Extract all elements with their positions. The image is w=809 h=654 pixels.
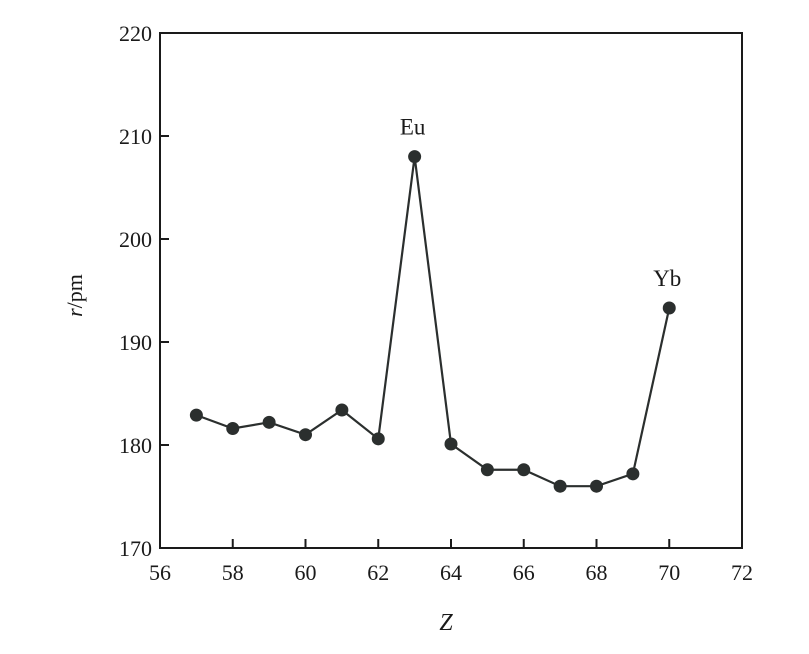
y-axis: 170 180 190 200 210 220	[119, 21, 169, 561]
x-tick-label: 58	[222, 560, 244, 585]
series-group	[189, 150, 676, 493]
y-tick-label: 190	[119, 330, 152, 355]
x-tick-label: 64	[440, 560, 462, 585]
data-point	[335, 403, 349, 417]
data-point	[408, 150, 422, 164]
y-tick-label: 200	[119, 227, 152, 252]
data-point	[590, 479, 603, 493]
x-tick-label: 56	[149, 560, 171, 585]
data-point	[480, 463, 494, 477]
x-tick-label: 66	[513, 560, 535, 585]
x-axis: 56 58 60 62 64 66 68 70 72	[149, 539, 753, 585]
y-tick-label: 210	[119, 124, 152, 149]
data-point	[226, 422, 240, 436]
data-point	[553, 479, 567, 493]
x-tick-label: 70	[658, 560, 680, 585]
y-tick-label: 170	[119, 536, 152, 561]
x-tick-label: 60	[295, 560, 317, 585]
data-point	[299, 428, 312, 442]
x-tick-label: 68	[586, 560, 608, 585]
y-tick-label: 180	[119, 433, 152, 458]
x-axis-label: Z	[439, 610, 453, 636]
data-point	[626, 467, 640, 481]
series-line	[195, 156, 671, 488]
x-tick-label: 62	[367, 560, 389, 585]
y-axis-label: r/pm	[62, 274, 87, 317]
y-axis-label-var: r	[62, 308, 87, 317]
y-axis-label-unit: /pm	[62, 274, 87, 308]
annotation-label: Eu	[400, 115, 426, 140]
x-tick-label: 72	[731, 560, 753, 585]
data-point	[371, 432, 385, 446]
data-point	[262, 415, 276, 429]
data-point	[517, 463, 531, 477]
data-point	[662, 301, 676, 315]
annotation-group: Eu Yb	[400, 115, 681, 291]
data-point	[444, 437, 458, 451]
y-tick-label: 220	[119, 21, 152, 46]
data-point	[189, 408, 203, 422]
annotation-label: Yb	[653, 266, 681, 291]
